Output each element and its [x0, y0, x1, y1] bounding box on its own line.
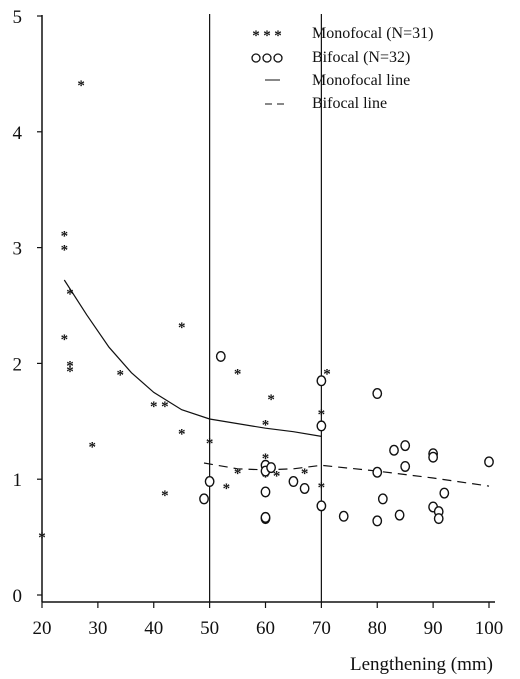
x-tick-label: 30 — [88, 618, 107, 639]
data-markers: ***************************** — [38, 78, 494, 546]
monofocal-point: * — [262, 417, 270, 433]
svg-text:*: * — [252, 28, 260, 44]
bifocal-point — [372, 388, 383, 400]
monofocal-point: * — [66, 287, 74, 303]
legend: * * * Monofocal (N=31) Bifocal (N=32) Mo… — [251, 25, 433, 112]
monofocal-point: * — [262, 451, 270, 467]
y-tick-label: 4 — [13, 123, 23, 144]
bifocal-point — [400, 440, 411, 452]
bifocal-point — [260, 486, 271, 498]
fit-lines — [63, 279, 490, 487]
monofocal-point: * — [318, 480, 326, 496]
x-tick-label: 70 — [312, 618, 331, 639]
bifocal-point — [316, 420, 327, 432]
monofocal-point: * — [89, 439, 97, 455]
axis-ticks: 20 30 40 50 60 70 80 90 100 0 1 2 3 4 5 — [13, 7, 504, 639]
axes — [41, 15, 495, 603]
x-tick-label: 60 — [256, 618, 275, 639]
bifocal-fit-line — [203, 462, 490, 487]
y-tick-label: 5 — [13, 7, 23, 28]
bifocal-point — [199, 493, 209, 505]
monofocal-point: * — [318, 407, 326, 423]
monofocal-point: * — [178, 320, 186, 336]
legend-label-monofocal-line: Monofocal line — [312, 72, 410, 89]
legend-label-bifocal: Bifocal (N=32) — [312, 49, 410, 66]
y-tick-label: 0 — [13, 586, 23, 607]
monofocal-point: * — [116, 368, 124, 384]
bifocal-point — [338, 510, 349, 522]
bifocal-point — [372, 515, 383, 527]
x-tick-label: 90 — [424, 618, 443, 639]
bifocal-point — [288, 476, 299, 488]
bifocal-point — [372, 466, 383, 478]
bifocal-point — [260, 511, 271, 523]
monofocal-point: * — [323, 367, 331, 383]
monofocal-point: * — [161, 488, 169, 504]
monofocal-point: * — [223, 481, 231, 497]
monofocal-point: * — [61, 243, 69, 259]
x-tick-label: 50 — [200, 618, 219, 639]
monofocal-point: * — [77, 78, 85, 94]
monofocal-point: * — [66, 358, 74, 374]
svg-text:*: * — [274, 28, 282, 44]
monofocal-point: * — [66, 364, 74, 380]
monofocal-point: * — [206, 436, 214, 452]
monofocal-point: * — [178, 427, 186, 443]
bifocal-point — [484, 456, 494, 468]
bifocal-point — [316, 500, 327, 512]
bifocal-point — [389, 444, 399, 456]
monofocal-point: * — [234, 466, 242, 482]
x-tick-label: 20 — [33, 618, 52, 639]
bifocal-point — [204, 476, 215, 488]
monofocal-point: * — [262, 470, 270, 486]
y-tick-label: 1 — [13, 470, 23, 491]
bifocal-point — [433, 513, 444, 525]
y-tick-label: 3 — [13, 239, 23, 260]
monofocal-point: * — [267, 392, 275, 408]
y-tick-label: 2 — [13, 354, 23, 375]
bifocal-point — [439, 487, 450, 499]
x-tick-label: 40 — [144, 618, 163, 639]
legend-symbol-bifocal — [251, 53, 283, 63]
x-tick-label: 100 — [475, 618, 504, 639]
bifocal-point — [299, 482, 310, 494]
bifocal-point — [394, 509, 405, 521]
monofocal-fit-line — [63, 279, 322, 437]
legend-label-bifocal-line: Bifocal line — [312, 95, 387, 112]
monofocal-point: * — [61, 332, 69, 348]
monofocal-point: * — [61, 229, 69, 245]
x-axis-label: Lengthening (mm) — [350, 654, 493, 675]
legend-symbol-monofocal: * * * — [252, 28, 282, 44]
x-tick-label: 80 — [368, 618, 387, 639]
monofocal-point: * — [301, 466, 309, 482]
monofocal-point: * — [150, 399, 158, 415]
bifocal-point — [400, 460, 411, 472]
legend-label-monofocal: Monofocal (N=31) — [312, 25, 433, 42]
monofocal-point: * — [38, 530, 46, 546]
bifocal-point — [266, 462, 276, 474]
svg-text:*: * — [263, 28, 271, 44]
monofocal-point: * — [234, 367, 242, 383]
monofocal-point: * — [273, 468, 281, 484]
bifocal-point — [215, 350, 226, 362]
bifocal-point — [316, 375, 327, 387]
bifocal-point — [377, 493, 388, 505]
bifocal-point — [428, 451, 439, 463]
monofocal-point: * — [161, 399, 169, 415]
